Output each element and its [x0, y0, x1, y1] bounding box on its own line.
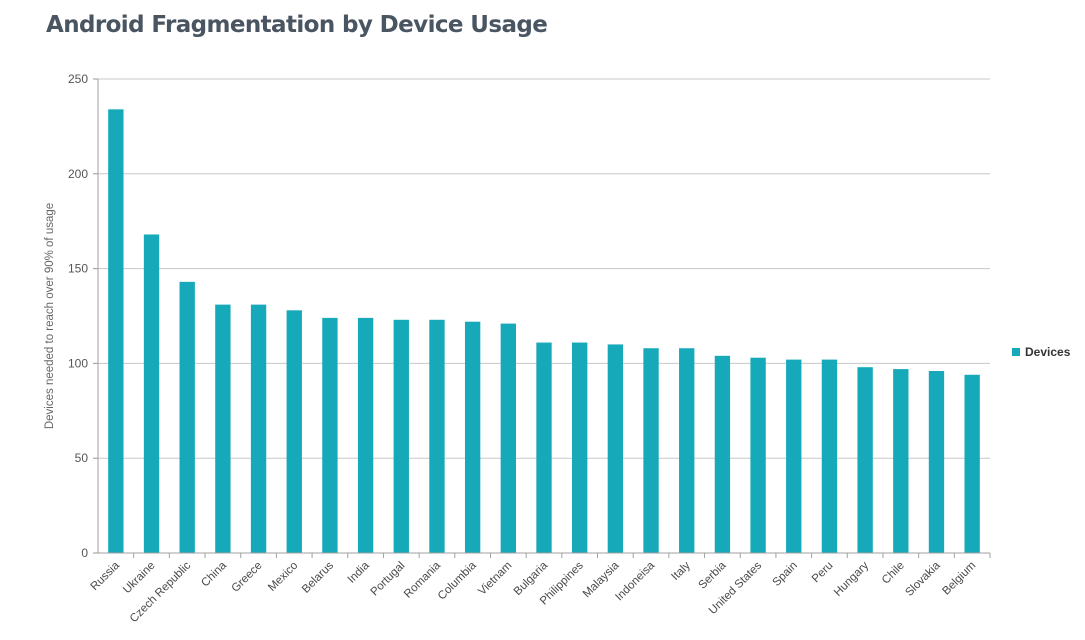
x-tick-label: Greece: [230, 560, 265, 595]
y-tick-label: 200: [68, 167, 88, 181]
bar-hungary: [857, 367, 873, 553]
y-tick-label: 250: [68, 72, 88, 86]
x-tick-label: India: [346, 559, 373, 586]
legend: Devices: [1012, 345, 1070, 359]
x-tick-label: Columbia: [436, 559, 479, 602]
y-tick-label: 150: [68, 262, 88, 276]
x-tick-label: Indoneisa: [613, 559, 657, 603]
bar-indoneisa: [643, 348, 659, 553]
bar-portugal: [393, 319, 409, 553]
bar-spain: [786, 359, 802, 553]
x-tick-label: Russia: [89, 559, 123, 593]
x-tick-label: Peru: [810, 560, 836, 586]
x-tick-label: Hungary: [832, 559, 871, 598]
x-tick-label: Serbia: [697, 559, 729, 591]
bar-bulgaria: [536, 342, 552, 553]
x-tick-label: Ukraine: [121, 560, 158, 597]
x-tick-label: Czech Republic: [128, 559, 194, 625]
x-tick-label: Slovakia: [903, 559, 943, 599]
bars: [108, 109, 980, 554]
bar-china: [215, 304, 231, 553]
x-tick-label: Belarus: [300, 559, 336, 595]
bar-chile: [893, 369, 909, 553]
bar-ukraine: [143, 234, 160, 554]
x-tick-label: Chile: [880, 560, 907, 587]
bar-philippines: [572, 342, 588, 553]
bar-slovakia: [928, 370, 945, 553]
bar-united-states: [750, 357, 766, 553]
chart-title: Android Fragmentation by Device Usage: [46, 12, 548, 38]
bar-vietnam: [500, 323, 516, 553]
bar-peru: [821, 359, 838, 553]
bar-malaysia: [607, 344, 624, 553]
x-tick-label: Mexico: [266, 560, 300, 594]
bar-serbia: [714, 355, 731, 553]
x-tick-label: Spain: [771, 560, 800, 589]
bar-belarus: [322, 317, 338, 553]
y-axis-title: Devices needed to reach over 90% of usag…: [44, 203, 56, 429]
bar-italy: [679, 348, 695, 553]
x-tick-label: Vietnam: [476, 560, 514, 598]
bar-romania: [429, 319, 445, 553]
bar-czech-republic: [179, 281, 195, 553]
legend-swatch-devices: [1012, 348, 1020, 356]
x-tick-label: Belgium: [940, 560, 978, 598]
y-tick-label: 100: [68, 356, 88, 370]
bar-columbia: [464, 321, 481, 553]
bar-belgium: [964, 374, 980, 553]
bar-greece: [250, 304, 267, 553]
axes: 0 50 100 150 200 250: [68, 72, 991, 560]
bar-mexico: [286, 310, 302, 553]
x-tick-label: China: [199, 559, 229, 589]
bar-russia: [108, 109, 124, 553]
legend-label-devices: Devices: [1025, 345, 1071, 359]
y-tick-label: 0: [81, 546, 88, 560]
bar-india: [357, 317, 374, 553]
y-tick-label: 50: [75, 451, 89, 465]
x-tick-label: Italy: [669, 559, 693, 583]
